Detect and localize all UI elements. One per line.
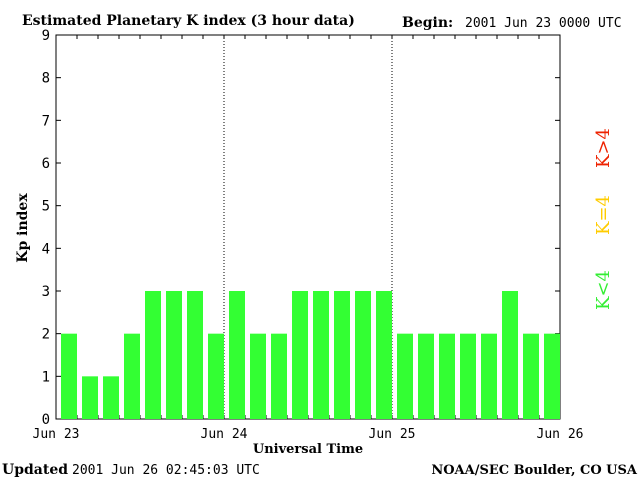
bar-23 [544,333,560,419]
bar-10 [271,333,287,419]
updated-label: Updated [2,462,68,478]
legend-item-2: K>4 [593,128,614,168]
begin-label: Begin: [402,15,453,31]
x-tick-label: Jun 24 [201,427,248,442]
bar-19 [460,333,476,419]
bar-3 [124,333,140,419]
source-credit: NOAA/SEC Boulder, CO USA [431,463,638,478]
bar-4 [145,291,161,419]
bar-22 [523,333,539,419]
bar-0 [61,333,77,419]
plot-area: 0 1 2 3 4 5 6 7 8 9 Jun 23 Jun 24 Jun 25 Jun 26 [33,28,584,442]
y-tick-label: 0 [42,412,50,428]
bar-14 [355,291,371,419]
bar-13 [334,291,350,419]
bar-9 [250,333,266,419]
y-tick-label: 5 [42,199,50,215]
y-tick-label: 2 [42,327,50,343]
bar-15 [376,291,392,419]
chart-title: Estimated Planetary K index (3 hour data… [22,13,355,29]
bar-12 [313,291,329,419]
bar-1 [82,376,98,419]
bar-21 [502,291,518,419]
y-tick-label: 6 [42,156,50,172]
y-axis-label: Kp index [15,193,31,263]
y-tick-label: 3 [42,284,50,300]
bar-8 [229,291,245,419]
x-tick-label: Jun 25 [369,427,416,442]
bar-5 [166,291,182,419]
y-tick-label: 7 [42,113,50,129]
begin-value: 2001 Jun 23 0000 UTC [465,16,622,31]
bar-6 [187,291,203,419]
x-axis-label: Universal Time [253,442,363,457]
legend-item-1: K=4 [593,195,614,235]
bar-7 [208,333,224,419]
x-tick-label: Jun 26 [537,427,584,442]
y-tick-label: 8 [42,71,50,87]
updated-value: 2001 Jun 26 02:45:03 UTC [72,463,260,478]
x-tick-label: Jun 23 [33,427,80,442]
y-tick-label: 4 [42,241,50,257]
bar-16 [397,333,413,419]
bar-2 [103,376,119,419]
bar-17 [418,333,434,419]
y-tick-label: 9 [42,28,50,44]
bar-20 [481,333,497,419]
legend: K<4 K=4 K>4 [593,128,614,310]
legend-item-0: K<4 [593,270,614,310]
bar-11 [292,291,308,419]
y-tick-label: 1 [42,369,50,385]
bar-18 [439,333,455,419]
